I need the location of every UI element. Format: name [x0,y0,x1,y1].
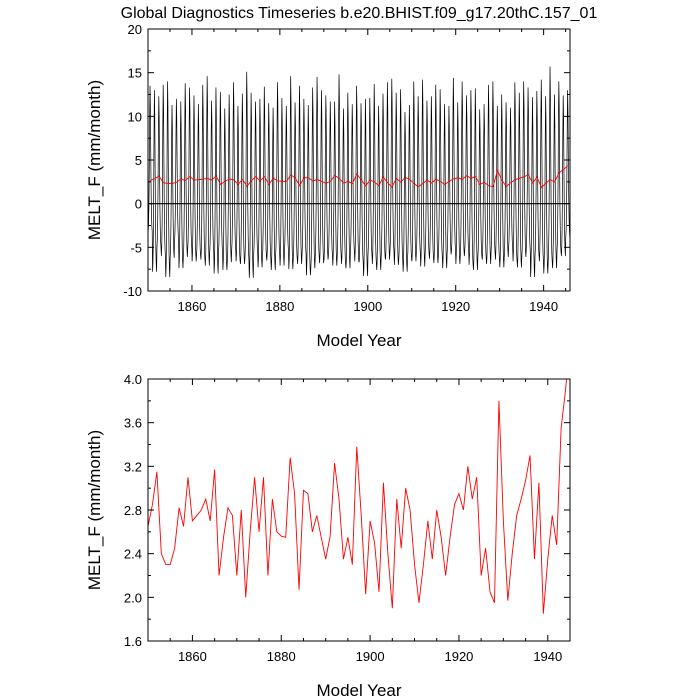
y-tick-label: 10 [128,109,142,124]
x-axis-label: Model Year [316,681,401,700]
x-tick-label: 1900 [353,299,382,314]
x-tick-label: 1940 [533,649,562,664]
x-tick-label: 1880 [267,649,296,664]
x-tick-label: 1940 [529,299,558,314]
y-tick-label: 1.6 [124,634,142,649]
bottom-annual-mean-panel: 1.6 2.0 2.4 2.8 3.2 3.6 4.0 1860 1880 1900 1920 194… [85,372,571,700]
x-tick-label: 1860 [177,299,206,314]
figure-title: Global Diagnostics Timeseries b.e20.BHIS… [121,5,598,22]
x-tick-label: 1880 [265,299,294,314]
y-tick-label: 2.0 [124,590,142,605]
y-tick-label: -10 [123,284,142,299]
y-tick-label: 20 [128,22,142,37]
x-tick-label: 1860 [178,649,207,664]
monthly-series-line [148,66,570,278]
annual-mean-line [148,379,567,614]
y-tick-label: 2.8 [124,503,142,518]
y-tick-label: 0 [135,197,142,212]
y-tick-label: 5 [135,153,142,168]
y-tick-label: 4.0 [124,372,142,387]
y-tick-label: 15 [128,66,142,81]
y-tick-label: 3.2 [124,459,142,474]
y-tick-label: 3.6 [124,416,142,431]
y-axis-label: MELT_F (mm/month) [85,430,104,590]
x-axis-label: Model Year [316,331,401,350]
y-axis-label: MELT_F (mm/month) [85,80,104,240]
x-tick-label: 1920 [441,299,470,314]
y-tick-label: -5 [130,240,142,255]
plot-area [148,66,570,278]
x-tick-label: 1920 [444,649,473,664]
plot-area [148,379,567,614]
x-tick-label: 1900 [356,649,385,664]
top-timeseries-panel: -10 -5 0 5 10 15 20 1860 1880 1900 1920 1940 Model Y… [85,22,571,350]
y-tick-label: 2.4 [124,547,142,562]
annual-mean-line [150,165,569,189]
